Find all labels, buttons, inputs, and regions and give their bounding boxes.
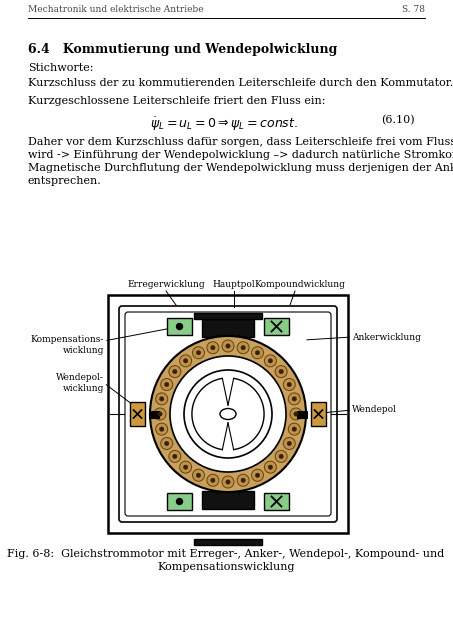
Bar xyxy=(202,319,254,337)
Bar xyxy=(149,410,159,417)
Circle shape xyxy=(268,358,273,363)
Bar xyxy=(167,318,192,335)
Bar xyxy=(297,410,307,417)
Circle shape xyxy=(207,342,219,354)
Circle shape xyxy=(169,451,181,462)
Bar xyxy=(264,318,289,335)
Circle shape xyxy=(173,454,177,459)
Circle shape xyxy=(237,342,249,354)
Text: Magnetische Durchflutung der Wendepolwicklung muss derjenigen der Ankerstromwick: Magnetische Durchflutung der Wendepolwic… xyxy=(28,163,453,186)
Circle shape xyxy=(237,474,249,486)
Circle shape xyxy=(275,365,287,378)
Circle shape xyxy=(292,427,297,431)
Bar xyxy=(194,313,262,319)
Circle shape xyxy=(184,370,272,458)
Circle shape xyxy=(161,378,173,390)
Circle shape xyxy=(288,393,300,405)
Circle shape xyxy=(287,442,291,445)
Circle shape xyxy=(265,461,276,473)
Circle shape xyxy=(150,336,306,492)
Text: $\dot{\psi}_L = u_L = 0  \Rightarrow  \psi_L = const.$: $\dot{\psi}_L = u_L = 0 \Rightarrow \psi… xyxy=(150,115,298,132)
Circle shape xyxy=(196,473,201,477)
Circle shape xyxy=(283,438,295,449)
Circle shape xyxy=(159,397,164,401)
Text: (6.10): (6.10) xyxy=(381,115,415,125)
Text: Kurzgeschlossene Leiterschleife friert den Fluss ein:: Kurzgeschlossene Leiterschleife friert d… xyxy=(28,96,326,106)
Circle shape xyxy=(161,438,173,449)
FancyBboxPatch shape xyxy=(119,306,337,522)
Circle shape xyxy=(294,412,298,416)
Text: Hauptpol: Hauptpol xyxy=(213,280,255,289)
Text: Kompensationswicklung: Kompensationswicklung xyxy=(157,562,295,572)
Circle shape xyxy=(279,369,284,374)
Circle shape xyxy=(177,323,183,330)
Circle shape xyxy=(177,499,183,504)
Circle shape xyxy=(275,451,287,462)
Text: Stichworte:: Stichworte: xyxy=(28,63,93,73)
Circle shape xyxy=(222,340,234,352)
Circle shape xyxy=(241,478,246,483)
Bar xyxy=(194,539,262,545)
Circle shape xyxy=(292,397,297,401)
Circle shape xyxy=(222,476,234,488)
Circle shape xyxy=(156,423,168,435)
Circle shape xyxy=(251,469,264,481)
Text: Erregerwicklung: Erregerwicklung xyxy=(127,280,205,289)
Circle shape xyxy=(193,347,204,359)
Circle shape xyxy=(156,393,168,405)
Circle shape xyxy=(193,469,204,481)
Text: Wendepol: Wendepol xyxy=(352,406,397,415)
Bar xyxy=(130,402,145,426)
Text: S. 78: S. 78 xyxy=(402,5,425,14)
Bar xyxy=(202,491,254,509)
Circle shape xyxy=(241,346,246,350)
Bar xyxy=(311,402,326,426)
Circle shape xyxy=(265,355,276,367)
Circle shape xyxy=(183,465,188,469)
Circle shape xyxy=(255,473,260,477)
Circle shape xyxy=(288,423,300,435)
Text: Mechatronik und elektrische Antriebe: Mechatronik und elektrische Antriebe xyxy=(28,5,204,14)
Circle shape xyxy=(283,378,295,390)
Circle shape xyxy=(226,344,230,348)
Circle shape xyxy=(159,427,164,431)
Bar xyxy=(167,493,192,510)
Circle shape xyxy=(211,346,215,350)
Circle shape xyxy=(290,408,302,420)
Circle shape xyxy=(179,461,192,473)
Circle shape xyxy=(183,358,188,363)
Circle shape xyxy=(207,474,219,486)
Text: Daher vor dem Kurzschluss dafür sorgen, dass Leiterschleife frei vom Fluss des A: Daher vor dem Kurzschluss dafür sorgen, … xyxy=(28,137,453,160)
Circle shape xyxy=(179,355,192,367)
Circle shape xyxy=(164,442,169,445)
Circle shape xyxy=(170,356,286,472)
Text: 6.4   Kommutierung und Wendepolwicklung: 6.4 Kommutierung und Wendepolwicklung xyxy=(28,43,337,56)
Text: Wendepol-
wicklung: Wendepol- wicklung xyxy=(56,373,104,393)
Circle shape xyxy=(255,351,260,355)
Bar xyxy=(108,295,348,533)
Circle shape xyxy=(173,369,177,374)
Circle shape xyxy=(196,351,201,355)
Circle shape xyxy=(251,347,264,359)
Circle shape xyxy=(158,412,162,416)
Circle shape xyxy=(287,382,291,387)
Ellipse shape xyxy=(220,408,236,419)
Text: Kompensations-
wicklung: Kompensations- wicklung xyxy=(31,335,104,355)
Circle shape xyxy=(268,465,273,469)
Text: Fig. 6-8:  Gleichstrommotor mit Erreger-, Anker-, Wendepol-, Kompound- und: Fig. 6-8: Gleichstrommotor mit Erreger-,… xyxy=(7,549,445,559)
Text: Ankerwicklung: Ankerwicklung xyxy=(352,333,421,342)
Circle shape xyxy=(226,480,230,484)
Circle shape xyxy=(154,408,166,420)
Bar xyxy=(264,493,289,510)
Text: Kompoundwicklung: Kompoundwicklung xyxy=(255,280,346,289)
FancyBboxPatch shape xyxy=(125,312,331,516)
Circle shape xyxy=(211,478,215,483)
Text: Kurzschluss der zu kommutierenden Leiterschleife durch den Kommutator.: Kurzschluss der zu kommutierenden Leiter… xyxy=(28,78,453,88)
Circle shape xyxy=(279,454,284,459)
Circle shape xyxy=(169,365,181,378)
Circle shape xyxy=(164,382,169,387)
